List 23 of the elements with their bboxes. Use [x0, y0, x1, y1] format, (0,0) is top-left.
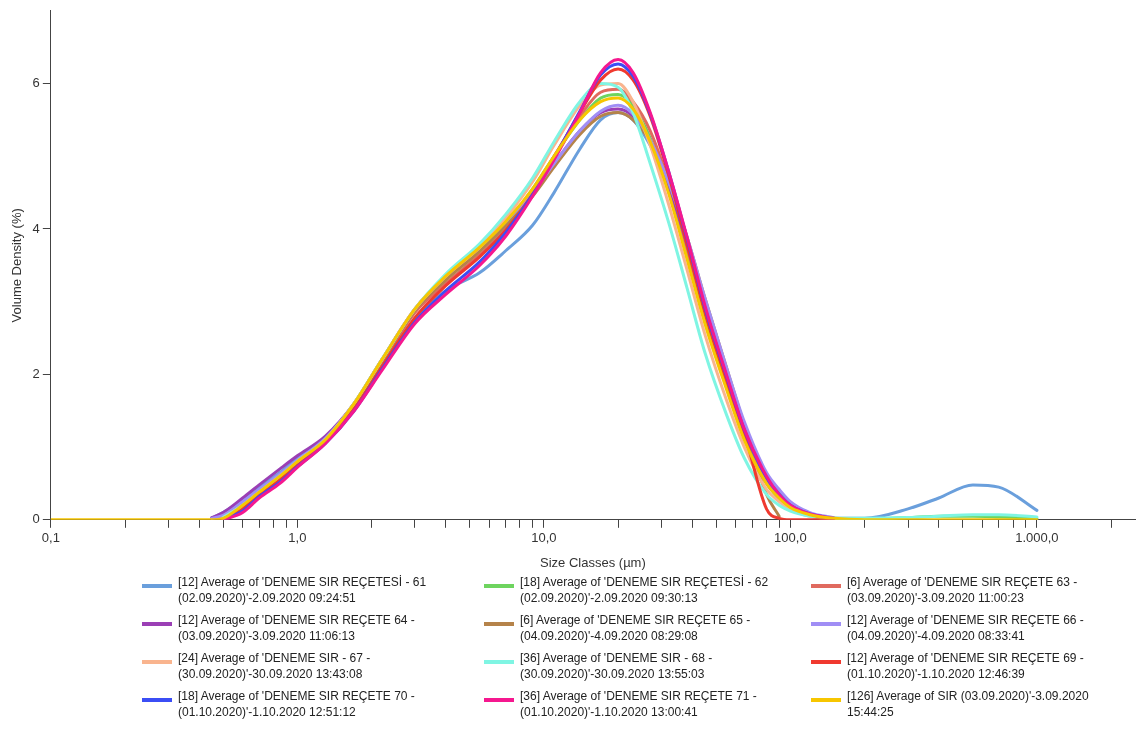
legend-label: [12] Average of 'DENEME SIR REÇETESİ - 61 (02.09.2020)'-2.09.2020 09:24:51 — [178, 574, 428, 606]
legend-label: [24] Average of 'DENEME SIR - 67 - (30.09.2020)'-30.09.2020 13:43:08 — [178, 650, 372, 682]
y-tick-label: 6 — [32, 75, 40, 91]
x-tick-label: 0,1 — [41, 530, 60, 546]
legend-label: [126] Average of SIR (03.09.2020)'-3.09.2020 15:44:25 — [847, 688, 1090, 720]
y-axis-title: Volume Density (%) — [9, 208, 25, 323]
x-axis-title: Size Classes (µm) — [540, 554, 646, 570]
x-tick-label: 1,0 — [288, 530, 307, 546]
x-tick-label: 100,0 — [774, 530, 807, 546]
legend-label: [18] Average of 'DENEME SIR REÇETE 70 - (01.10.2020)'-1.10.2020 12:51:12 — [178, 688, 416, 720]
legend-label: [6] Average of 'DENEME SIR REÇETE 65 - (04.09.2020)'-4.09.2020 08:29:08 — [520, 612, 752, 644]
legend-label: [12] Average of 'DENEME SIR REÇETE 66 - (04.09.2020)'-4.09.2020 08:33:41 — [847, 612, 1085, 644]
legend-label: [12] Average of 'DENEME SIR REÇETE 69 - (01.10.2020)'-1.10.2020 12:46:39 — [847, 650, 1085, 682]
x-tick-label: 10,0 — [531, 530, 557, 546]
y-tick-label: 0 — [32, 511, 40, 527]
legend-label: [12] Average of 'DENEME SIR REÇETE 64 - (03.09.2020)'-3.09.2020 11:06:13 — [178, 612, 416, 644]
legend-label: [36] Average of 'DENEME SIR - 68 - (30.09.2020)'-30.09.2020 13:55:03 — [520, 650, 714, 682]
legend-label: [36] Average of 'DENEME SIR REÇETE 71 - (01.10.2020)'-1.10.2020 13:00:41 — [520, 688, 758, 720]
x-tick-label: 1.000,0 — [1015, 530, 1059, 546]
legend-label: [6] Average of 'DENEME SIR REÇETE 63 - (03.09.2020)'-3.09.2020 11:00:23 — [847, 574, 1079, 606]
y-tick-label: 4 — [32, 220, 40, 236]
legend-label: [18] Average of 'DENEME SIR REÇETESİ - 62 (02.09.2020)'-2.09.2020 09:30:13 — [520, 574, 770, 606]
y-tick-label: 2 — [32, 365, 40, 381]
